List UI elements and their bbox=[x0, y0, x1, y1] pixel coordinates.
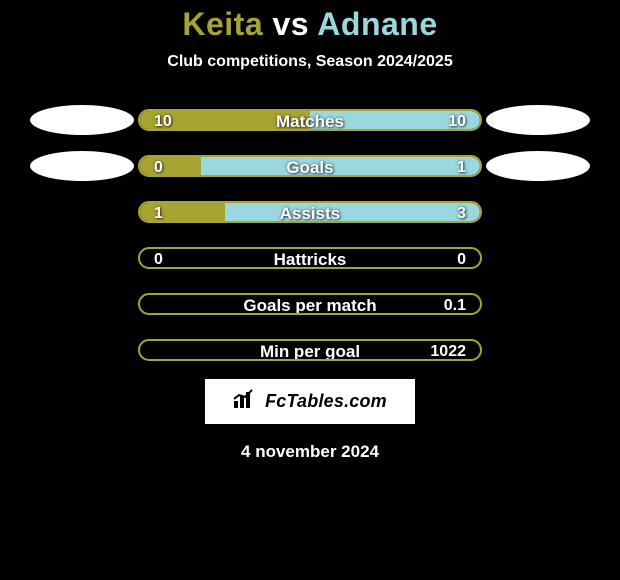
stat-value-player2: 1 bbox=[457, 157, 466, 177]
stat-value-player2: 10 bbox=[448, 111, 466, 131]
stat-label: Min per goal bbox=[140, 341, 480, 361]
stat-value-player2: 3 bbox=[457, 203, 466, 223]
stat-row: 0Hattricks0 bbox=[0, 247, 620, 269]
stat-label: Hattricks bbox=[140, 249, 480, 269]
stat-label: Goals bbox=[140, 157, 480, 177]
stat-row: 1Assists3 bbox=[0, 201, 620, 223]
stat-label: Assists bbox=[140, 203, 480, 223]
date-label: 4 november 2024 bbox=[241, 442, 379, 462]
title-vs: vs bbox=[263, 6, 317, 42]
avatar-slot-left bbox=[26, 151, 138, 181]
stat-value-player2: 0 bbox=[457, 249, 466, 269]
avatar-slot-right bbox=[482, 151, 594, 181]
avatar-slot-right bbox=[482, 105, 594, 135]
stat-label: Matches bbox=[140, 111, 480, 131]
subtitle: Club competitions, Season 2024/2025 bbox=[167, 53, 452, 71]
stat-label: Goals per match bbox=[140, 295, 480, 315]
stat-row: 0Goals1 bbox=[0, 155, 620, 177]
stat-bar: Min per goal1022 bbox=[138, 339, 482, 361]
title-player2: Adnane bbox=[317, 6, 437, 42]
stat-row: 10Matches10 bbox=[0, 109, 620, 131]
barchart-icon bbox=[233, 389, 257, 414]
stat-bar: 0Goals1 bbox=[138, 155, 482, 177]
player1-avatar bbox=[30, 105, 134, 135]
stat-bar: 10Matches10 bbox=[138, 109, 482, 131]
stats-list: 10Matches100Goals11Assists30Hattricks0Go… bbox=[0, 109, 620, 361]
stat-row: Min per goal1022 bbox=[0, 339, 620, 361]
stat-bar: Goals per match0.1 bbox=[138, 293, 482, 315]
player1-avatar bbox=[30, 151, 134, 181]
stat-value-player2: 0.1 bbox=[444, 295, 466, 315]
brand-badge: FcTables.com bbox=[205, 379, 415, 424]
player2-avatar bbox=[486, 105, 590, 135]
comparison-card: Keita vs Adnane Club competitions, Seaso… bbox=[0, 0, 620, 580]
stat-bar: 0Hattricks0 bbox=[138, 247, 482, 269]
stat-row: Goals per match0.1 bbox=[0, 293, 620, 315]
page-title: Keita vs Adnane bbox=[182, 6, 437, 43]
title-player1: Keita bbox=[182, 6, 263, 42]
brand-text: FcTables.com bbox=[265, 391, 387, 412]
player2-avatar bbox=[486, 151, 590, 181]
stat-bar: 1Assists3 bbox=[138, 201, 482, 223]
stat-value-player2: 1022 bbox=[430, 341, 466, 361]
avatar-slot-left bbox=[26, 105, 138, 135]
